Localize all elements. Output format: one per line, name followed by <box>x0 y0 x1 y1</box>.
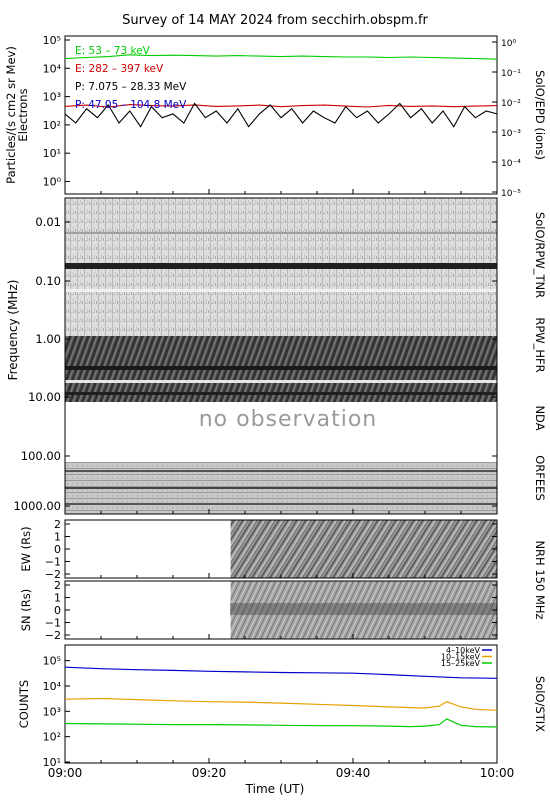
nrh-ytick-label: 1 <box>54 592 61 605</box>
epd-series-line <box>64 102 498 128</box>
epd-series-line <box>64 54 498 60</box>
nrh-sn-center-band <box>230 603 497 615</box>
nrh-ytick-label: 1 <box>54 531 61 544</box>
nrh-ytick-label: 0 <box>54 604 61 617</box>
epd-ytick-right-label: 10⁻⁴ <box>501 159 521 169</box>
stix-ylabel: COUNTS <box>17 680 31 728</box>
nrh-ew-panel: 210−1−2 EW (Rs) <box>19 518 498 581</box>
radio-ytick-label: 100.00 <box>21 449 61 463</box>
stix-legend-entry: 10–15keV <box>441 653 481 662</box>
nrh-ytick-label: 2 <box>54 579 61 592</box>
epd-ytick-right-label: 10⁻² <box>501 99 521 109</box>
hfr-band-3 <box>65 392 497 395</box>
hfr-band-1 <box>65 366 497 370</box>
nda-empty <box>65 402 497 462</box>
nrh-ew-image <box>230 520 497 578</box>
radio-instrument-nda: NDA <box>533 405 547 430</box>
epd-ytick-left-label: 10⁵ <box>43 34 61 47</box>
nrh-sn-panel: 210−1−2 SN (Rs) NRH 150 MHz <box>19 540 547 642</box>
stix-series-line <box>64 666 498 679</box>
epd-legend-entry: E: 282 – 397 keV <box>75 63 164 75</box>
radio-instrument-tnr: SolO/RPW_TNR <box>533 212 547 298</box>
epd-legend-entry: E: 53 – 73 keV <box>75 45 151 57</box>
nrh-ytick-label: 0 <box>54 543 61 556</box>
epd-ytick-right-label: 10⁰ <box>501 39 516 49</box>
epd-ylabel-left-sub: Electrons <box>16 88 30 141</box>
orfees-band-3 <box>65 503 497 505</box>
x-axis-label: Time (UT) <box>245 782 305 796</box>
orfees-band-2 <box>65 487 497 489</box>
radio-ytick-label: 1000.00 <box>13 499 61 513</box>
radio-ytick-label: 0.10 <box>35 274 61 288</box>
stix-ytick-label: 10³ <box>43 705 61 718</box>
epd-ytick-left-label: 10⁴ <box>43 62 62 75</box>
stix-ytick-label: 10² <box>43 731 61 744</box>
radio-ytick-label: 0.01 <box>35 215 61 229</box>
orfees-band-1 <box>65 470 497 472</box>
nrh-ew-ylabel: EW (Rs) <box>19 526 33 571</box>
nrh-ytick-label: −2 <box>45 568 61 581</box>
stix-legend-entry: 4–10keV <box>446 646 481 655</box>
radio-ytick-label: 10.00 <box>28 390 61 404</box>
stix-frame <box>64 644 498 764</box>
nrh-ytick-label: 2 <box>54 518 61 531</box>
tnr-band-light <box>65 289 497 292</box>
stix-series-line <box>64 697 498 711</box>
radio-panel: no observation 0.01 0.10 1.00 10.00 100.00 10… <box>6 197 547 515</box>
figure-title: Survey of 14 MAY 2024 from secchirh.obsp… <box>122 13 428 28</box>
nrh-ytick-label: −1 <box>45 617 61 630</box>
nrh-ytick-label: −1 <box>45 556 61 569</box>
x-tick-label: 09:40 <box>336 766 371 780</box>
nrh-sn-ylabel: SN (Rs) <box>19 589 33 632</box>
radio-ytick-label: 1.00 <box>35 332 61 346</box>
radio-instrument-hfr: RPW_HFR <box>533 317 547 372</box>
x-tick-label: 10:00 <box>480 766 515 780</box>
epd-legend-entry: P: 47.05 – 104.8 MeV <box>75 99 187 111</box>
stix-legend-entry: 15–25keV <box>441 659 481 668</box>
stix-series-line <box>64 718 498 728</box>
radio-ylabel: Frequency (MHz) <box>6 280 20 381</box>
nrh-instrument-label: NRH 150 MHz <box>533 540 547 619</box>
hfr-band-2 <box>65 380 497 383</box>
tnr-band-dark <box>65 263 497 269</box>
epd-panel: 10⁰ 10¹ 10² 10³ 10⁴ 10⁵ 10⁻⁵ 10⁻⁴ 10⁻³ 10⁻² 10⁻¹ 1… <box>4 34 547 199</box>
tnr-band-mid <box>65 232 497 234</box>
epd-ytick-left-label: 10³ <box>43 91 61 104</box>
no-observation-label: no observation <box>199 407 378 432</box>
epd-series-line <box>64 104 498 108</box>
epd-ytick-left-label: 10² <box>43 119 61 132</box>
epd-ytick-left-label: 10¹ <box>43 147 61 160</box>
epd-ytick-right-label: 10⁻³ <box>501 129 521 139</box>
stix-ytick-label: 10¹ <box>43 756 61 769</box>
epd-legend-entry: P: 7.075 – 28.33 MeV <box>75 81 187 93</box>
epd-ylabel-right: SolO/EPD (ions) <box>533 70 547 160</box>
epd-ytick-left-label: 10⁰ <box>43 175 62 188</box>
nrh-ytick-label: −2 <box>45 629 61 642</box>
x-tick-label: 09:20 <box>192 766 227 780</box>
epd-ytick-right-label: 10⁻¹ <box>501 69 521 79</box>
epd-frame <box>64 35 498 195</box>
stix-ylabel-right: SolO/STIX <box>533 676 547 732</box>
epd-ytick-right-label: 10⁻⁵ <box>501 189 521 199</box>
stix-ytick-label: 10⁴ <box>43 680 62 693</box>
stix-ytick-label: 10⁵ <box>43 655 61 668</box>
x-tick-label: 09:00 <box>48 766 83 780</box>
radio-instrument-orfees: ORFEES <box>533 455 547 501</box>
epd-ylabel-left: Particles/(s cm2 sr Mev) <box>4 46 18 184</box>
